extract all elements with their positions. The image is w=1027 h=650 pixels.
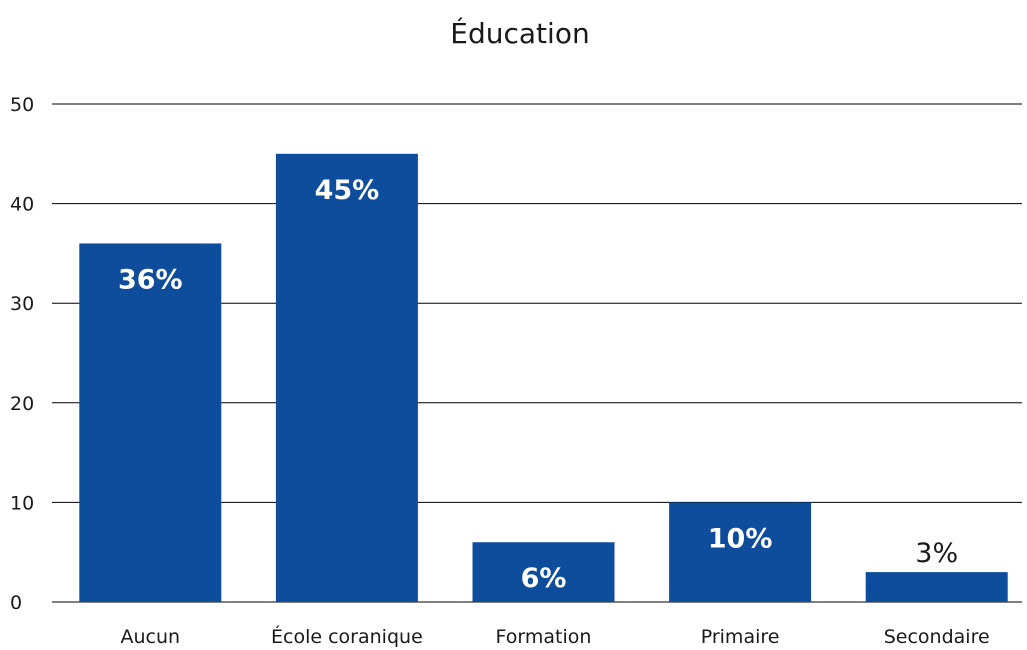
data-label: 10% — [708, 523, 773, 554]
bar-4 — [669, 502, 812, 602]
y-tick-label: 10 — [10, 492, 34, 514]
x-category-label: Secondaire — [884, 626, 990, 648]
data-label: 45% — [315, 175, 380, 206]
x-category-label: Formation — [496, 626, 592, 648]
data-labels: 36% 45% 6% 10% 3% — [118, 175, 958, 594]
y-tick-label: 40 — [10, 194, 34, 216]
y-tick-label: 20 — [10, 393, 34, 415]
bar-1 — [79, 243, 222, 602]
bar-3 — [472, 542, 615, 602]
chart-title: Éducation — [450, 16, 589, 50]
bar-2 — [275, 153, 418, 603]
y-tick-label: 30 — [10, 293, 34, 315]
x-category-label: Primaire — [701, 626, 780, 648]
data-label: 3% — [915, 538, 958, 569]
x-category-label: Aucun — [121, 626, 181, 648]
y-tick-label: 0 — [10, 592, 22, 614]
data-label: 6% — [521, 563, 567, 594]
bars — [79, 153, 1008, 603]
data-label: 36% — [118, 264, 183, 295]
x-category-label: École coranique — [271, 625, 423, 648]
y-tick-label: 50 — [10, 94, 34, 116]
x-axis-categories: Aucun École coranique Formation Primaire Sec… — [121, 625, 990, 648]
y-axis-ticks: 0 10 20 30 40 50 — [10, 94, 34, 614]
bar-5 — [865, 572, 1008, 602]
